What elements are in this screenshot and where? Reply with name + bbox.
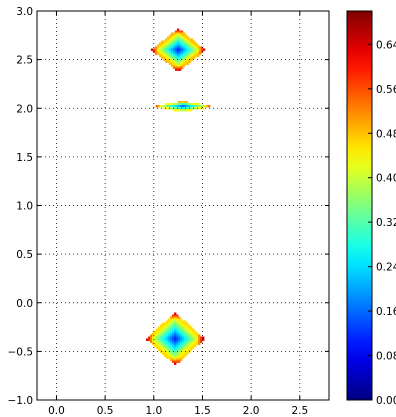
- y-tick-label: 0.5: [16, 249, 33, 261]
- x-tick-label: 2.0: [243, 405, 260, 417]
- y-tick-label: −1.0: [8, 395, 34, 407]
- x-tick-label: 1.5: [194, 405, 211, 417]
- colorbar-tick-label: 0.48: [376, 128, 396, 140]
- x-tick-label: 2.5: [291, 405, 308, 417]
- y-tick-label: 1.0: [16, 201, 33, 213]
- y-tick-label: 3.0: [16, 6, 33, 18]
- colorbar: 0.00 0.08 0.16 0.24 0.32 0.40 0.48 0.56 0.64: [346, 10, 396, 407]
- y-tick-label: −0.5: [8, 346, 34, 358]
- x-axis: 0.0 0.5 1.0 1.5 2.0 2.5: [48, 11, 308, 417]
- y-axis: 3.0 2.5 2.0 1.5 1.0 0.5 0.0 −0.5 −1.0: [8, 6, 329, 407]
- y-tick-label: 2.0: [16, 103, 33, 115]
- y-tick-label: 1.5: [16, 152, 33, 164]
- heatmap-regions: [146, 28, 211, 365]
- x-tick-label: 0.0: [48, 405, 65, 417]
- region-3: [146, 312, 205, 365]
- colorbar-tick-label: 0.24: [376, 262, 396, 274]
- colorbar-tick-label: 0.16: [376, 306, 396, 318]
- colorbar-tick-label: 0.64: [376, 39, 396, 51]
- colorbar-gradient: [347, 11, 372, 400]
- colorbar-tick-label: 0.56: [376, 84, 396, 96]
- y-tick-label: 0.0: [16, 298, 33, 310]
- region-1: [150, 28, 206, 71]
- colorbar-tick-label: 0.08: [376, 351, 396, 363]
- colorbar-tick-label: 0.40: [376, 173, 396, 185]
- colorbar-tick-label: 0.32: [376, 217, 396, 229]
- y-tick-label: 2.5: [16, 55, 33, 67]
- x-tick-label: 0.5: [97, 405, 114, 417]
- region-2: [155, 101, 211, 112]
- colorbar-frame: [346, 10, 373, 401]
- colorbar-tick-label: 0.00: [376, 395, 396, 407]
- x-tick-label: 1.0: [145, 405, 162, 417]
